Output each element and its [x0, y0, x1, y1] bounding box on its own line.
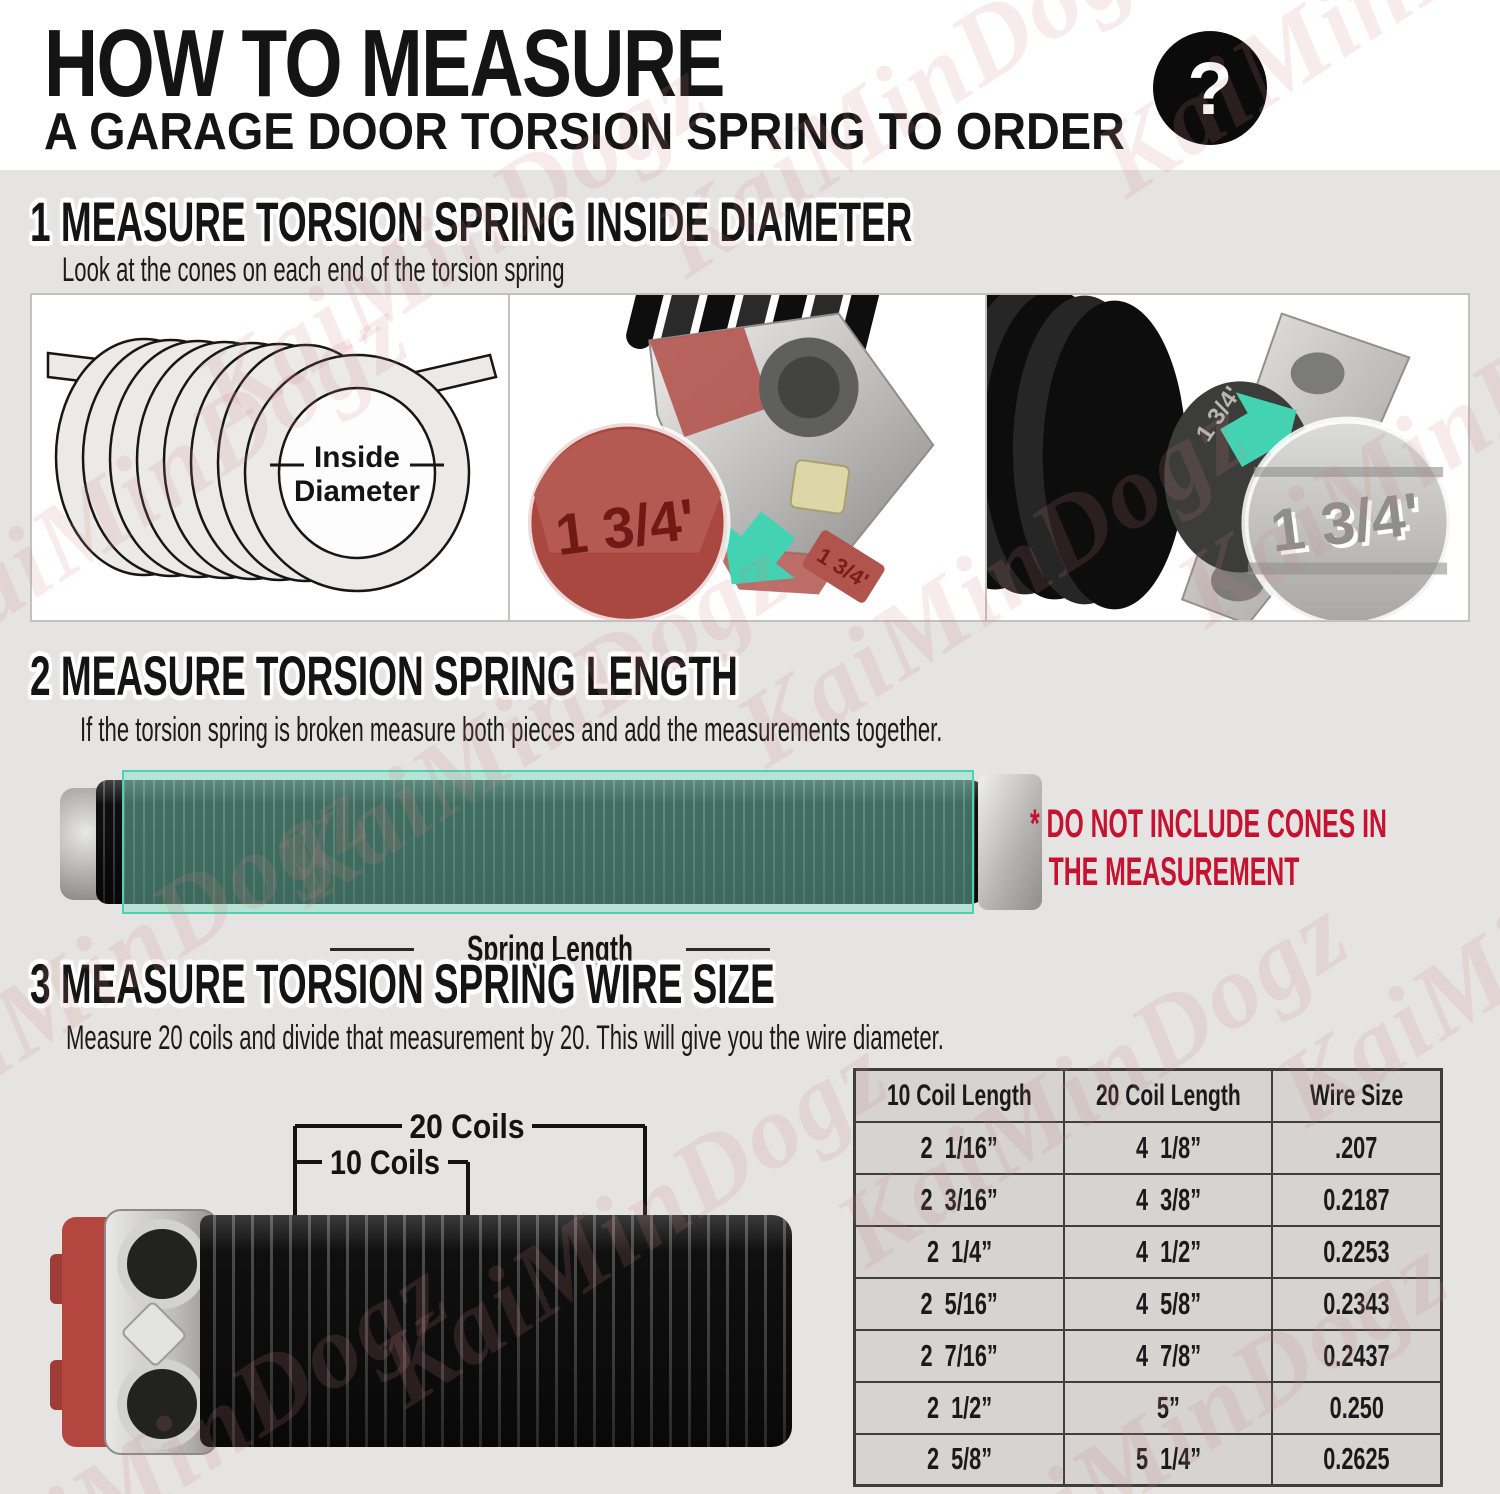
spring-length-text: Spring Length — [467, 928, 633, 969]
table-header-row: 10 Coil Length 20 Coil Length Wire Size — [853, 1068, 1443, 1123]
col-header-wire-size: Wire Size — [1271, 1068, 1443, 1123]
spring-length-photo — [60, 770, 1060, 914]
spring-length-label: Spring Length — [330, 928, 770, 970]
page-subtitle: A GARAGE DOOR TORSION SPRING TO ORDER — [44, 103, 1125, 161]
question-mark-glyph: ? — [1187, 46, 1233, 130]
page-title: HOW TO MEASURE — [44, 10, 725, 117]
warning-note: * DO NOT INCLUDE CONES IN THE MEASUREMEN… — [1030, 800, 1387, 896]
table-row: 2 1/16” 4 1/8” .207 — [853, 1120, 1443, 1175]
col-header-20-coil: 20 Coil Length — [1062, 1068, 1274, 1123]
flange-photo-illustration: 1 3/4' 1 3/4' 1 3/4' — [987, 295, 1454, 620]
wire-size-table: 10 Coil Length 20 Coil Length Wire Size … — [853, 1068, 1443, 1487]
section1-heading-text: MEASURE TORSION SPRING INSIDE DIAMETER — [60, 190, 913, 253]
section2-heading: 2 MEASURE TORSION SPRING LENGTH — [30, 648, 738, 704]
inside-diameter-label-line1: Inside — [314, 441, 400, 474]
red-cone-photo — [50, 1209, 218, 1455]
table-row: 2 1/4” 4 1/2” 0.2253 — [853, 1224, 1443, 1279]
inside-diameter-diagram: Inside Diameter — [32, 295, 508, 620]
flange-photo-metal-magnifier: 1 3/4' 1 3/4' 1 3/4' — [985, 295, 1468, 620]
section3-number: 3 — [30, 952, 51, 1015]
section1-subtext: Look at the cones on each end of the tor… — [62, 251, 565, 289]
section2-subtext: If the torsion spring is broken measure … — [80, 711, 943, 749]
length-highlight-overlay — [122, 770, 974, 914]
right-flange — [978, 774, 1042, 910]
section2-number: 2 — [30, 644, 51, 707]
cone-photo-illustration: 1 3/4' 1 3/4' — [524, 295, 935, 620]
table-row: 2 5/16” 4 5/8” 0.2343 — [853, 1276, 1443, 1331]
table-row: 2 5/8” 5 1/4” 0.2625 — [853, 1432, 1443, 1487]
warning-line1: * DO NOT INCLUDE CONES IN — [1030, 802, 1387, 846]
warning-line2: THE MEASUREMENT — [1048, 850, 1300, 894]
section3-heading: 3 MEASURE TORSION SPRING WIRE SIZE — [30, 956, 775, 1012]
section1-image-strip: Inside Diameter — [30, 293, 1470, 622]
spring-coils-closeup — [200, 1215, 792, 1447]
bracket-10-coils-label: 10 Coils — [330, 1144, 440, 1182]
bracket-20-coils-label: 20 Coils — [410, 1108, 525, 1146]
cone-photo-red-magnifier: 1 3/4' 1 3/4' — [508, 295, 985, 620]
header-band: HOW TO MEASURE A GARAGE DOOR TORSION SPR… — [0, 0, 1500, 170]
spring-coil-drawing: Inside Diameter — [46, 337, 498, 593]
section3-heading-text: MEASURE TORSION SPRING WIRE SIZE — [60, 952, 775, 1015]
spring-coil-body — [96, 780, 986, 904]
coil-count-brackets: 20 Coils 10 Coils — [293, 1108, 647, 1218]
label-line-right — [685, 947, 770, 951]
table-row: 2 7/16” 4 7/8” 0.2437 — [853, 1328, 1443, 1383]
section2-heading-text: MEASURE TORSION SPRING LENGTH — [60, 644, 738, 707]
question-mark-icon: ? — [1153, 31, 1267, 145]
section1-heading: 1 MEASURE TORSION SPRING INSIDE DIAMETER — [30, 194, 912, 250]
section1-number: 1 — [30, 190, 51, 253]
table-row: 2 1/2” 5” 0.250 — [853, 1380, 1443, 1435]
section3-subtext: Measure 20 coils and divide that measure… — [66, 1019, 944, 1057]
table-row: 2 3/16” 4 3/8” 0.2187 — [853, 1172, 1443, 1227]
inside-diameter-label-line2: Diameter — [294, 475, 420, 508]
col-header-10-coil: 10 Coil Length — [853, 1068, 1065, 1123]
label-line-left — [330, 947, 415, 951]
